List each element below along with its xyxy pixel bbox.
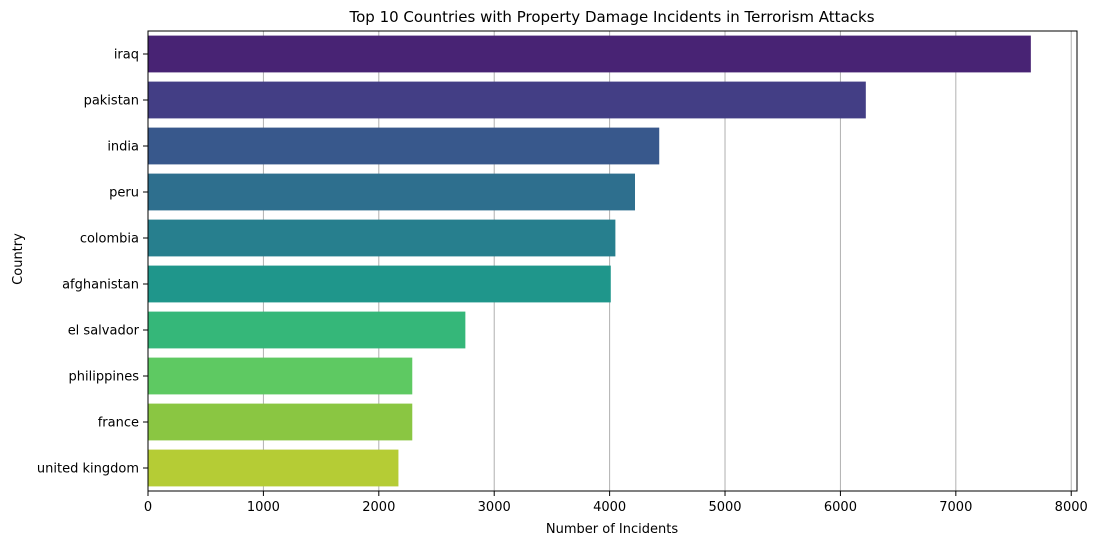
y-axis-title: Country (11, 233, 26, 285)
y-axis-ticks: iraq pakistan india peru colombia afghanistan… (37, 48, 148, 477)
bar-india (148, 127, 660, 165)
bar-pakistan (148, 81, 866, 119)
bar-france (148, 403, 413, 441)
bar-afghanistan (148, 265, 611, 303)
bar-el-salvador (148, 311, 466, 349)
chart-title: Top 10 Countries with Property Damage In… (348, 8, 874, 26)
y-tick-label: peru (109, 186, 139, 201)
bar-colombia (148, 219, 616, 257)
x-axis-title: Number of Incidents (546, 522, 678, 537)
x-tick-label: 5000 (708, 500, 741, 515)
plot-frame (147, 30, 1078, 492)
bars (148, 35, 1031, 487)
bar-united-kingdom (148, 449, 399, 487)
x-tick-label: 0 (144, 500, 152, 515)
y-tick-label: pakistan (84, 94, 139, 109)
x-tick-label: 3000 (478, 500, 511, 515)
x-tick-label: 4000 (593, 500, 626, 515)
x-axis-ticks: 0 1000 2000 3000 4000 5000 6000 7000 8000 (144, 491, 1088, 515)
y-tick-label: afghanistan (62, 278, 139, 293)
y-tick-label: france (98, 416, 139, 431)
x-tick-label: 2000 (362, 500, 395, 515)
bar-philippines (148, 357, 413, 395)
y-tick-label: colombia (80, 232, 139, 247)
y-tick-label: iraq (114, 48, 139, 63)
x-tick-label: 8000 (1055, 500, 1088, 515)
bar-iraq (148, 35, 1031, 73)
x-tick-label: 7000 (939, 500, 972, 515)
y-tick-label: united kingdom (37, 462, 139, 477)
y-tick-label: philippines (69, 370, 140, 385)
bar-peru (148, 173, 636, 211)
x-tick-label: 1000 (247, 500, 280, 515)
y-tick-label: india (107, 140, 139, 155)
x-tick-label: 6000 (824, 500, 857, 515)
y-tick-label: el salvador (68, 324, 140, 339)
